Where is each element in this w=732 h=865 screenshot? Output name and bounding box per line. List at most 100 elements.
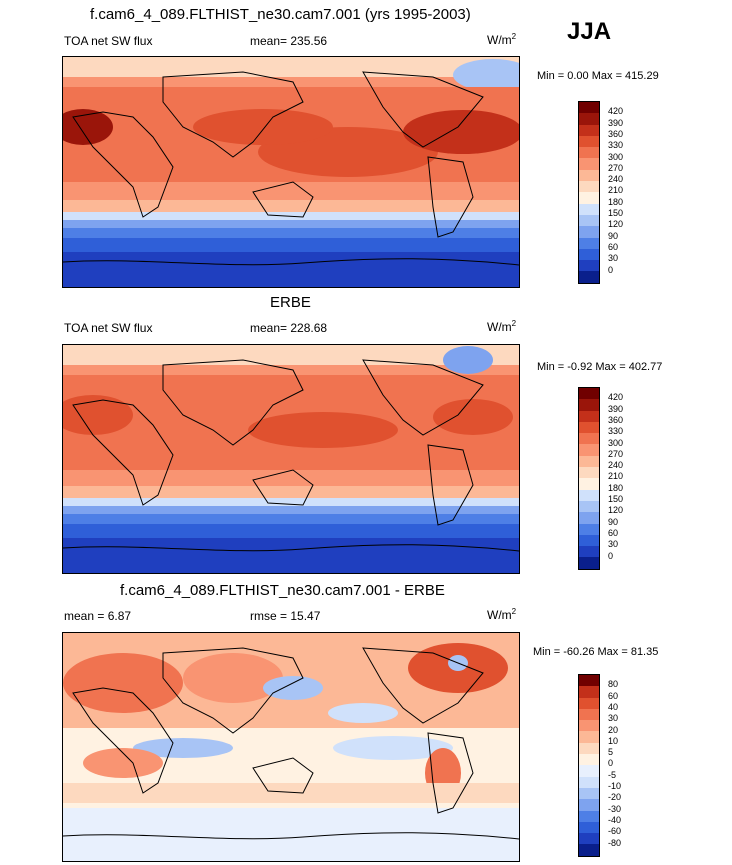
colorbar-tick-label: 210 (608, 471, 624, 482)
colorbar-tick-label: 360 (608, 128, 624, 139)
colorbar-segment (579, 754, 599, 766)
colorbar-segment (579, 546, 599, 558)
colorbar-segment (579, 776, 599, 788)
colorbar-segment (579, 500, 599, 513)
colorbar-segment (579, 455, 599, 468)
colorbar-tick-label: 180 (608, 482, 624, 493)
colorbar-tick-label: 30 (608, 713, 619, 724)
colorbar-segment (579, 410, 599, 422)
colorbar-tick-label: -30 (608, 803, 622, 814)
colorbar-tick-label: 360 (608, 414, 624, 425)
colorbar-segment (579, 844, 599, 856)
panel2-colorbar (578, 387, 600, 570)
colorbar-tick-label: 120 (608, 505, 624, 516)
colorbar-tick-label: 30 (608, 539, 619, 550)
colorbar-segment (579, 203, 599, 215)
colorbar-segment (579, 444, 599, 456)
panel1-left-label: TOA net SW flux (64, 34, 153, 48)
panel3-colorbar (578, 674, 600, 857)
panel1-mean: mean= 235.56 (250, 34, 328, 48)
colorbar-tick-label: 20 (608, 724, 619, 735)
colorbar-segment (579, 686, 599, 698)
colorbar-segment (579, 512, 599, 524)
panel2-units: W/m2 (487, 319, 517, 334)
panel1-map (62, 56, 520, 288)
colorbar-segment (579, 271, 599, 283)
colorbar-tick-label: 240 (608, 460, 624, 471)
colorbar-tick-label: -20 (608, 792, 622, 803)
panel3-mean: mean = 6.87 (64, 609, 132, 623)
colorbar-tick-label: 0 (608, 758, 614, 769)
colorbar-segment (579, 214, 599, 227)
colorbar-segment (579, 833, 599, 845)
colorbar-segment (579, 433, 599, 445)
colorbar-tick-label: 150 (608, 494, 624, 504)
colorbar-segment (579, 708, 599, 721)
colorbar-segment (579, 787, 599, 800)
panel2-title: ERBE (270, 294, 311, 311)
panel3-map (62, 632, 520, 862)
colorbar-tick-label: 80 (608, 679, 619, 690)
colorbar-segment (579, 169, 599, 182)
colorbar-tick-label: 390 (608, 403, 624, 414)
colorbar-tick-label: 390 (608, 117, 624, 128)
colorbar-segment (579, 799, 599, 811)
colorbar-segment (579, 467, 599, 479)
colorbar-segment (579, 399, 599, 411)
colorbar-segment (579, 720, 599, 732)
colorbar-tick-label: 90 (608, 516, 619, 527)
panel3-title: f.cam6_4_089.FLTHIST_ne30.cam7.001 - ERB… (120, 582, 445, 599)
colorbar-tick-label: 270 (608, 448, 624, 459)
colorbar-tick-label: 5 (608, 747, 614, 758)
colorbar-segment (579, 388, 599, 400)
colorbar-segment (579, 478, 599, 490)
colorbar-tick-label: -40 (608, 814, 622, 825)
panel2-left-label: TOA net SW flux (64, 321, 153, 335)
panel1-minmax: Min = 0.00 Max = 415.29 (537, 70, 659, 82)
colorbar-tick-label: 150 (608, 208, 624, 218)
colorbar-segment (579, 557, 599, 569)
panel3-rmse: rmse = 15.47 (250, 609, 321, 623)
colorbar-tick-label: -5 (608, 769, 617, 780)
colorbar-tick-label: -60 (608, 826, 622, 837)
colorbar-segment (579, 534, 599, 547)
colorbar-tick-label: 210 (608, 185, 624, 196)
panel2-minmax: Min = -0.92 Max = 402.77 (537, 361, 663, 373)
colorbar-tick-label: 60 (608, 527, 619, 538)
colorbar-tick-label: 0 (608, 550, 614, 561)
colorbar-segment (579, 102, 599, 114)
colorbar-tick-label: 30 (608, 253, 619, 264)
colorbar-tick-label: -80 (608, 837, 622, 848)
season-label: JJA (567, 18, 612, 45)
colorbar-segment (579, 675, 599, 687)
colorbar-segment (579, 192, 599, 204)
colorbar-tick-label: 40 (608, 701, 619, 712)
colorbar-segment (579, 226, 599, 238)
colorbar-tick-label: 420 (608, 392, 624, 403)
panel1-title: f.cam6_4_089.FLTHIST_ne30.cam7.001 (yrs … (90, 6, 471, 23)
colorbar-segment (579, 237, 599, 249)
colorbar-tick-label: 330 (608, 140, 624, 151)
colorbar-tick-label: 10 (608, 735, 619, 746)
colorbar-segment (579, 810, 599, 822)
colorbar-tick-label: 420 (608, 106, 624, 117)
colorbar-segment (579, 260, 599, 272)
colorbar-segment (579, 489, 599, 501)
colorbar-segment (579, 113, 599, 125)
colorbar-segment (579, 821, 599, 834)
colorbar-segment (579, 181, 599, 193)
panel3-units: W/m2 (487, 607, 517, 622)
colorbar-segment (579, 147, 599, 159)
panel3-minmax: Min = -60.26 Max = 81.35 (533, 646, 659, 658)
colorbar-tick-label: 90 (608, 230, 619, 241)
colorbar-tick-label: 60 (608, 690, 619, 701)
panel2-mean: mean= 228.68 (250, 321, 328, 335)
colorbar-tick-label: 300 (608, 151, 624, 162)
colorbar-segment (579, 697, 599, 709)
colorbar-tick-label: 120 (608, 219, 624, 230)
colorbar-segment (579, 523, 599, 535)
colorbar-tick-label: 60 (608, 241, 619, 252)
colorbar-segment (579, 135, 599, 148)
colorbar-segment (579, 158, 599, 170)
colorbar-segment (579, 765, 599, 777)
